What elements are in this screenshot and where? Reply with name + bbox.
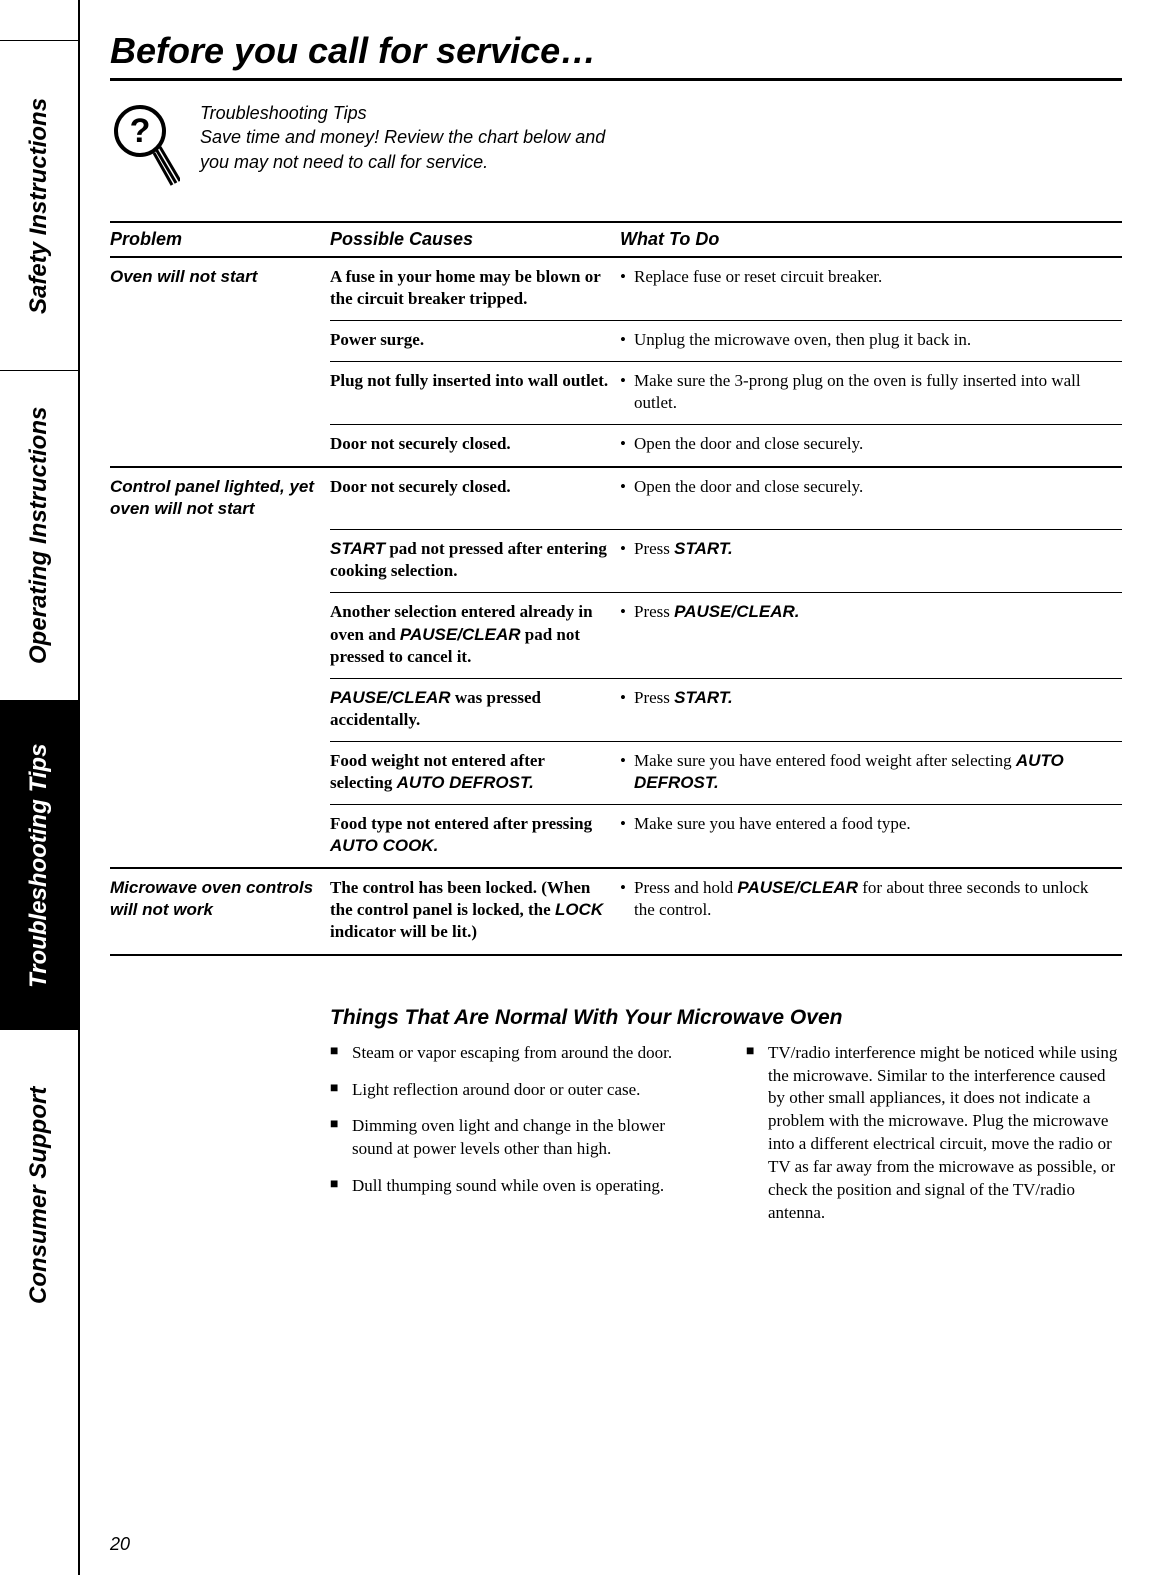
problem-cell [110,425,330,467]
col-header-causes: Possible Causes [330,222,620,257]
action-cell: Press START. [620,678,1122,741]
normal-section: Things That Are Normal With Your Microwa… [330,1006,1122,1240]
action-cell: Make sure you have entered a food type. [620,805,1122,869]
cause-cell: Plug not fully inserted into wall outlet… [330,362,620,425]
troubleshooting-table: Problem Possible Causes What To Do Oven … [110,221,1122,956]
problem-cell [110,678,330,741]
intro-row: ? Troubleshooting Tips Save time and mon… [110,101,1122,191]
action-cell: Open the door and close securely. [620,467,1122,530]
problem-cell [110,805,330,869]
cause-cell: Food weight not entered after selecting … [330,741,620,804]
normal-col-right: TV/radio interference might be noticed w… [746,1042,1122,1240]
table-row: Oven will not startA fuse in your home m… [110,257,1122,321]
normal-item: Dimming oven light and change in the blo… [330,1115,706,1161]
normal-item: Light reflection around door or outer ca… [330,1079,706,1102]
page-title: Before you call for service… [110,30,1122,81]
table-row: Microwave oven controls will not workThe… [110,868,1122,954]
table-row: START pad not pressed after entering coo… [110,530,1122,593]
table-body: Oven will not startA fuse in your home m… [110,257,1122,955]
normal-col-left: Steam or vapor escaping from around the … [330,1042,706,1240]
cause-cell: Door not securely closed. [330,467,620,530]
action-cell: Make sure you have entered food weight a… [620,741,1122,804]
problem-cell [110,321,330,362]
table-row: Food weight not entered after selecting … [110,741,1122,804]
normal-columns: Steam or vapor escaping from around the … [330,1042,1122,1240]
page-number: 20 [110,1534,130,1555]
problem-cell: Oven will not start [110,257,330,321]
problem-cell [110,593,330,678]
content-area: Before you call for service… ? Troublesh… [80,0,1162,1575]
cause-cell: Another selection entered already in ove… [330,593,620,678]
col-header-problem: Problem [110,222,330,257]
intro-heading: Troubleshooting Tips [200,101,605,125]
table-row: Power surge.Unplug the microwave oven, t… [110,321,1122,362]
cause-cell: The control has been locked. (When the c… [330,868,620,954]
cause-cell: Food type not entered after pressing AUT… [330,805,620,869]
table-row: Control panel lighted, yet oven will not… [110,467,1122,530]
intro-text: Troubleshooting Tips Save time and money… [200,101,605,174]
intro-line1: Save time and money! Review the chart be… [200,125,605,149]
normal-item: Dull thumping sound while oven is operat… [330,1175,706,1198]
problem-cell: Microwave oven controls will not work [110,868,330,954]
table-row: Door not securely closed.Open the door a… [110,425,1122,467]
cause-cell: Door not securely closed. [330,425,620,467]
side-tab-1[interactable]: Operating Instructions [0,370,78,700]
cause-cell: PAUSE/CLEAR was pressed accidentally. [330,678,620,741]
table-row: Food type not entered after pressing AUT… [110,805,1122,869]
page: Safety InstructionsOperating Instruction… [0,0,1162,1575]
intro-line2: you may not need to call for service. [200,150,605,174]
normal-item: TV/radio interference might be noticed w… [746,1042,1122,1226]
action-cell: Replace fuse or reset circuit breaker. [620,257,1122,321]
problem-cell [110,362,330,425]
side-tab-3[interactable]: Consumer Support [0,1030,78,1360]
table-row: PAUSE/CLEAR was pressed accidentally.Pre… [110,678,1122,741]
action-cell: Press PAUSE/CLEAR. [620,593,1122,678]
magnifier-question-icon: ? [110,101,180,191]
table-row: Another selection entered already in ove… [110,593,1122,678]
problem-cell [110,530,330,593]
cause-cell: START pad not pressed after entering coo… [330,530,620,593]
side-tab-2[interactable]: Troubleshooting Tips [0,700,78,1030]
action-cell: Make sure the 3-prong plug on the oven i… [620,362,1122,425]
action-cell: Press START. [620,530,1122,593]
cause-cell: Power surge. [330,321,620,362]
normal-title: Things That Are Normal With Your Microwa… [330,1006,1122,1030]
action-cell: Press and hold PAUSE/CLEAR for about thr… [620,868,1122,954]
col-header-todo: What To Do [620,222,1122,257]
normal-item: Steam or vapor escaping from around the … [330,1042,706,1065]
svg-text:?: ? [130,112,151,150]
action-cell: Unplug the microwave oven, then plug it … [620,321,1122,362]
action-cell: Open the door and close securely. [620,425,1122,467]
problem-cell: Control panel lighted, yet oven will not… [110,467,330,530]
table-row: Plug not fully inserted into wall outlet… [110,362,1122,425]
problem-cell [110,741,330,804]
side-tabs: Safety InstructionsOperating Instruction… [0,0,80,1575]
side-tab-0[interactable]: Safety Instructions [0,40,78,370]
cause-cell: A fuse in your home may be blown or the … [330,257,620,321]
